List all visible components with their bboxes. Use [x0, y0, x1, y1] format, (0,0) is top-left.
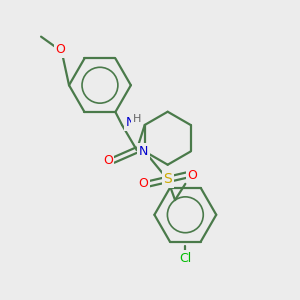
Text: O: O	[138, 177, 148, 190]
Text: O: O	[55, 44, 65, 56]
Text: O: O	[103, 154, 113, 167]
Text: S: S	[163, 172, 172, 186]
Text: N: N	[126, 116, 135, 129]
Text: H: H	[133, 114, 142, 124]
Text: Cl: Cl	[179, 252, 191, 265]
Text: N: N	[139, 145, 148, 158]
Text: O: O	[187, 169, 197, 182]
